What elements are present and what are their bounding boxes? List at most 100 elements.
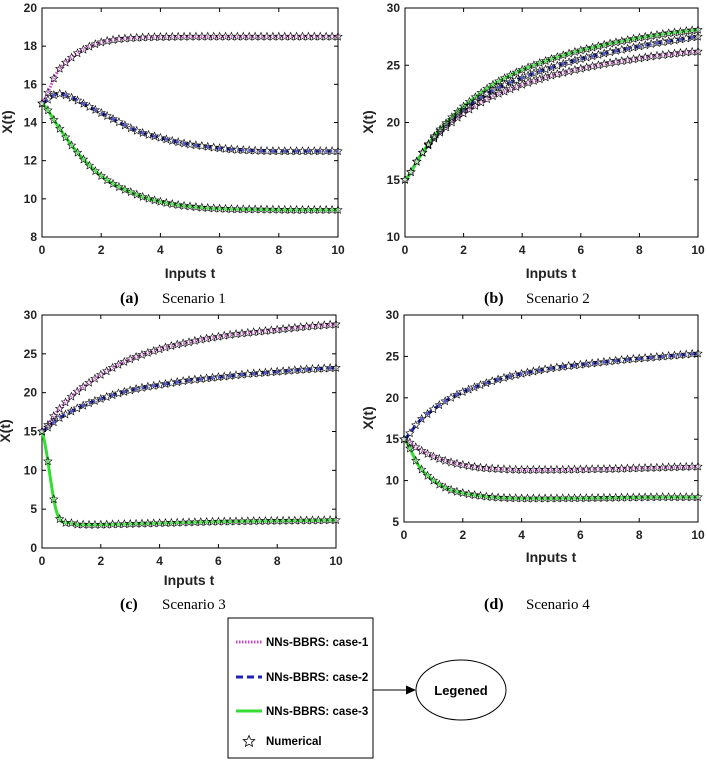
numerical-star-point bbox=[464, 96, 475, 106]
x-tick-label: 6 bbox=[577, 528, 584, 542]
caption-letter-a: (a) bbox=[120, 290, 139, 307]
numerical-star-point bbox=[72, 48, 83, 58]
series-c bbox=[37, 319, 341, 529]
numerical-star-point bbox=[434, 453, 445, 463]
numerical-star-point bbox=[120, 33, 130, 43]
numerical-star-point bbox=[476, 87, 486, 97]
numerical-star-point bbox=[499, 86, 510, 96]
numerical-star-point bbox=[137, 191, 148, 201]
numerical-star-point bbox=[487, 463, 497, 473]
numerical-star-point bbox=[505, 77, 516, 87]
numerical-star-point bbox=[243, 369, 253, 379]
y-tick-label: 5 bbox=[392, 515, 399, 529]
numerical-star-point bbox=[213, 372, 224, 382]
numerical-star-point bbox=[60, 409, 71, 419]
numerical-star-point bbox=[96, 170, 106, 180]
y-tick-label: 5 bbox=[30, 502, 37, 516]
numerical-star-point bbox=[37, 426, 47, 436]
numerical-star-point bbox=[113, 388, 124, 398]
numerical-star-point bbox=[540, 55, 551, 65]
y-tick-label: 15 bbox=[386, 432, 400, 446]
numerical-star-point bbox=[570, 55, 580, 65]
y-tick-label: 14 bbox=[24, 116, 38, 130]
numerical-star-point bbox=[529, 60, 539, 70]
panel-c: 0 2 4 6 8 10 0 5 10 15 20 25 30 Inputs t X(t) (c) Sc… bbox=[0, 308, 343, 613]
numerical-star-point bbox=[197, 202, 207, 212]
numerical-star-point bbox=[481, 378, 492, 388]
numerical-star-point bbox=[131, 351, 141, 361]
numerical-star-point bbox=[505, 84, 516, 94]
numerical-star-point bbox=[470, 100, 481, 110]
numerical-star-point bbox=[143, 193, 154, 203]
x-tick-label: 6 bbox=[216, 243, 223, 257]
numerical-star-point bbox=[107, 390, 118, 400]
numerical-star-point bbox=[564, 48, 574, 58]
numerical-star-point bbox=[529, 68, 539, 78]
numerical-star-point bbox=[494, 76, 504, 86]
numerical-star-point bbox=[96, 369, 106, 379]
numerical-star-point bbox=[546, 62, 557, 72]
numerical-star-point bbox=[37, 98, 47, 108]
y-tick-label: 30 bbox=[386, 308, 400, 322]
numerical-star-point bbox=[331, 319, 341, 329]
numerical-star-point bbox=[411, 156, 422, 166]
numerical-star-point bbox=[72, 403, 83, 413]
numerical-star-point bbox=[428, 451, 439, 461]
y-tick-label: 10 bbox=[387, 230, 401, 244]
numerical-star-point bbox=[622, 354, 633, 364]
numerical-star-point bbox=[208, 142, 219, 152]
numerical-star-point bbox=[60, 57, 71, 67]
numerical-star-point bbox=[488, 85, 498, 95]
numerical-star-point bbox=[552, 60, 563, 70]
numerical-star-point bbox=[66, 140, 77, 150]
x-tick-label: 10 bbox=[691, 528, 705, 542]
numerical-star-point bbox=[499, 73, 510, 83]
numerical-star-point bbox=[494, 82, 504, 92]
numerical-star-point bbox=[207, 372, 218, 382]
numerical-star-point bbox=[675, 350, 686, 360]
numerical-star-point bbox=[237, 369, 247, 379]
numerical-star-point bbox=[84, 41, 95, 51]
numerical-star-point bbox=[658, 50, 668, 60]
numerical-star-point bbox=[248, 327, 259, 337]
numerical-star-point bbox=[43, 456, 53, 466]
numerical-star-point bbox=[284, 323, 294, 333]
numerical-star-point bbox=[72, 147, 83, 157]
numerical-star-point bbox=[84, 398, 94, 408]
numerical-star-point bbox=[517, 64, 527, 74]
x-tick-label: 4 bbox=[156, 554, 163, 568]
caption-text-d: Scenario 4 bbox=[526, 597, 590, 613]
series-a bbox=[37, 31, 343, 214]
numerical-star-point bbox=[260, 367, 271, 377]
numerical-star-point bbox=[564, 57, 574, 67]
numerical-star-point bbox=[60, 132, 71, 142]
numerical-star-point bbox=[446, 485, 456, 495]
x-tick-label: 8 bbox=[274, 554, 281, 568]
legend-entry-numerical: Numerical bbox=[242, 734, 322, 748]
numerical-star-point bbox=[101, 391, 112, 401]
numerical-star-point bbox=[417, 147, 428, 157]
y-axis-label-b: X(t) bbox=[360, 110, 376, 133]
x-tick-label: 10 bbox=[691, 243, 705, 257]
x-tick-label: 6 bbox=[215, 554, 222, 568]
y-tick-label: 10 bbox=[24, 463, 38, 477]
numerical-star-point bbox=[114, 34, 124, 44]
numerical-star-point bbox=[49, 494, 59, 504]
numerical-star-point bbox=[49, 73, 59, 83]
y-tick-label: 20 bbox=[24, 386, 38, 400]
numerical-star-point bbox=[260, 326, 271, 336]
ticks-a: 0 2 4 6 8 10 8 10 12 14 16 18 20 bbox=[24, 1, 345, 257]
numerical-star-point bbox=[225, 370, 235, 380]
numerical-star-point bbox=[687, 348, 697, 358]
numerical-star-point bbox=[411, 455, 421, 465]
numerical-star-point bbox=[55, 123, 65, 133]
x-tick-label: 0 bbox=[39, 243, 46, 257]
x-axis-label-d: Inputs t bbox=[526, 549, 577, 565]
legend-label-case-1: NNs-BBRS: case-1 bbox=[266, 637, 369, 649]
numerical-star-point bbox=[494, 88, 504, 98]
series-d bbox=[399, 348, 703, 503]
numerical-star-point bbox=[681, 47, 692, 57]
numerical-star-point bbox=[60, 397, 71, 407]
numerical-star-point bbox=[535, 58, 545, 68]
x-tick-label: 0 bbox=[39, 554, 46, 568]
